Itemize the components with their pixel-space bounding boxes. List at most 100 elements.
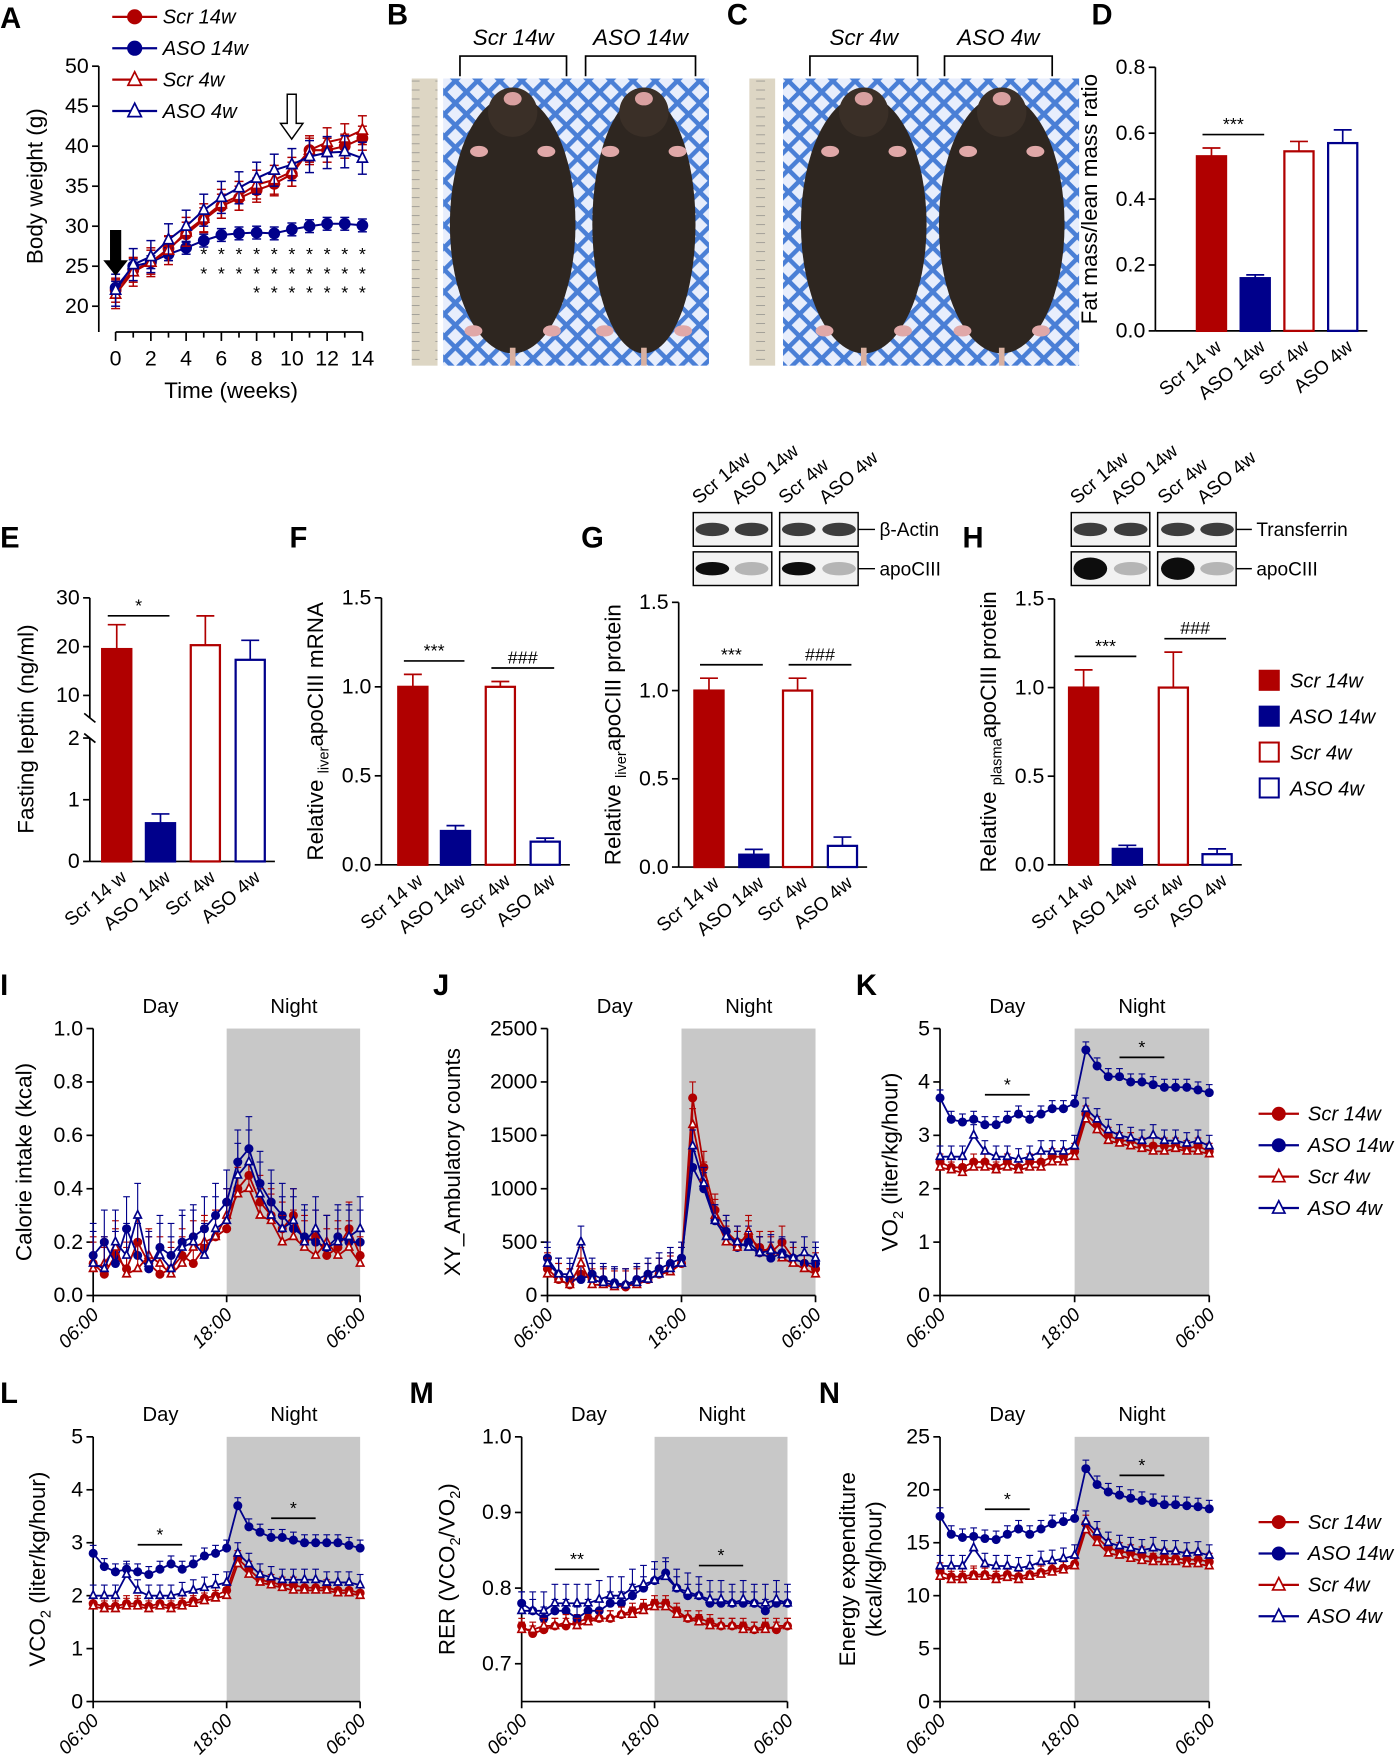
- data-point: [88, 1599, 99, 1610]
- data-point: [1171, 1082, 1181, 1092]
- data-point: [310, 1248, 321, 1259]
- series-aso-4w: [934, 1097, 1215, 1163]
- data-point: [979, 1569, 990, 1581]
- legend-label: ASO 14w: [1307, 1543, 1395, 1565]
- data-point: [1204, 1548, 1215, 1559]
- data-point: [99, 1562, 109, 1572]
- data-point: [1136, 1554, 1147, 1565]
- data-point: [1080, 1514, 1091, 1525]
- x-tick-label: 18:00: [188, 1304, 237, 1353]
- data-point: [215, 229, 228, 241]
- data-point: [288, 1583, 299, 1594]
- y-axis-label-part: Body weight (g): [23, 108, 48, 264]
- y-tick-label: 1: [71, 1636, 83, 1660]
- data-point: [605, 1611, 616, 1622]
- bar: [234, 658, 266, 863]
- data-point: [1181, 1557, 1192, 1568]
- x-tick-label: 06:00: [509, 1304, 558, 1353]
- data-point: [946, 1573, 957, 1584]
- data-point: [165, 1588, 177, 1600]
- data-point: [799, 1246, 810, 1257]
- data-point: [968, 1569, 979, 1581]
- y-tick-label: 1500: [490, 1123, 538, 1147]
- bar: [1327, 141, 1359, 333]
- data-point: [1092, 1123, 1103, 1134]
- data-point: [310, 1222, 321, 1233]
- data-point: [738, 1622, 749, 1634]
- data-point: [660, 1600, 671, 1611]
- data-point: [268, 227, 281, 240]
- data-point: [766, 1253, 776, 1263]
- panel-letter: D: [1091, 0, 1112, 32]
- significance-label: *: [135, 595, 142, 615]
- day-label: Day: [989, 1404, 1026, 1426]
- data-point: [1013, 1573, 1024, 1584]
- y-tick-label: 0: [526, 1283, 538, 1307]
- x-tick-label: 18:00: [643, 1304, 692, 1353]
- data-point: [332, 1235, 343, 1246]
- data-point: [671, 1607, 682, 1618]
- data-point: [285, 223, 298, 236]
- data-point: [616, 1607, 627, 1618]
- data-point: [1193, 1085, 1203, 1095]
- y-tick-label: 1.0: [342, 675, 372, 699]
- data-point: [1148, 1128, 1159, 1139]
- y-tick-label: 0.0: [1116, 319, 1146, 343]
- data-point: [197, 202, 211, 215]
- y-tick-label: 0.4: [1116, 187, 1146, 211]
- legend-swatch: [1258, 669, 1280, 691]
- star: *: [306, 263, 313, 283]
- data-point: [1092, 1112, 1103, 1123]
- data-point: [1069, 1548, 1080, 1559]
- data-point: [527, 1622, 538, 1634]
- y-tick-label: 5: [918, 1636, 930, 1660]
- data-point: [991, 1163, 1002, 1174]
- star: *: [324, 244, 331, 264]
- y-tick-label: 1.5: [1015, 587, 1045, 611]
- data-point: [299, 1235, 310, 1246]
- significance-label: *: [1004, 1489, 1011, 1509]
- legend-label: ASO 14w: [1307, 1135, 1395, 1157]
- y-tick-label: 30: [56, 586, 80, 610]
- data-point: [631, 1275, 642, 1287]
- data-point: [266, 1578, 277, 1589]
- data-point: [969, 1114, 979, 1124]
- data-point: [1204, 1088, 1214, 1098]
- open-arrow-icon: [279, 93, 305, 141]
- data-point: [1002, 1529, 1012, 1539]
- panel-letter: L: [0, 1378, 18, 1410]
- mouse-paw: [668, 145, 687, 158]
- panel-letter: I: [0, 970, 8, 1002]
- data-point: [121, 1567, 132, 1578]
- data-point: [1092, 1525, 1103, 1536]
- blot-band: [822, 561, 856, 576]
- data-point: [1002, 1114, 1012, 1124]
- data-point: [310, 1573, 321, 1584]
- significance-label: ***: [424, 640, 445, 660]
- data-point: [210, 1591, 221, 1602]
- data-point: [576, 1274, 586, 1285]
- star: *: [341, 282, 348, 302]
- data-point: [561, 1606, 571, 1616]
- legend-swatch: [1258, 705, 1280, 727]
- data-point: [587, 1272, 598, 1283]
- data-point: [232, 1546, 243, 1557]
- data-point: [288, 1573, 299, 1584]
- data-point: [355, 1256, 366, 1267]
- y-tick-label: 2000: [490, 1070, 538, 1094]
- data-point: [946, 1163, 957, 1174]
- data-point: [355, 1588, 366, 1600]
- bar-legend: Scr 14w ASO 14w Scr 4w ASO 4w: [1258, 669, 1377, 800]
- y-tick-label: 25: [65, 254, 89, 278]
- data-point: [99, 1602, 110, 1613]
- star: *: [288, 244, 295, 264]
- data-point: [162, 231, 175, 245]
- legend-label: ASO 4w: [1289, 778, 1365, 800]
- data-point: [732, 1235, 743, 1246]
- ruler: [411, 78, 438, 366]
- data-point: [132, 1208, 143, 1219]
- blot-band: [734, 561, 769, 576]
- y-tick-label: 0.8: [1116, 55, 1146, 79]
- data-point: [1002, 1160, 1013, 1171]
- blot-band: [695, 561, 730, 576]
